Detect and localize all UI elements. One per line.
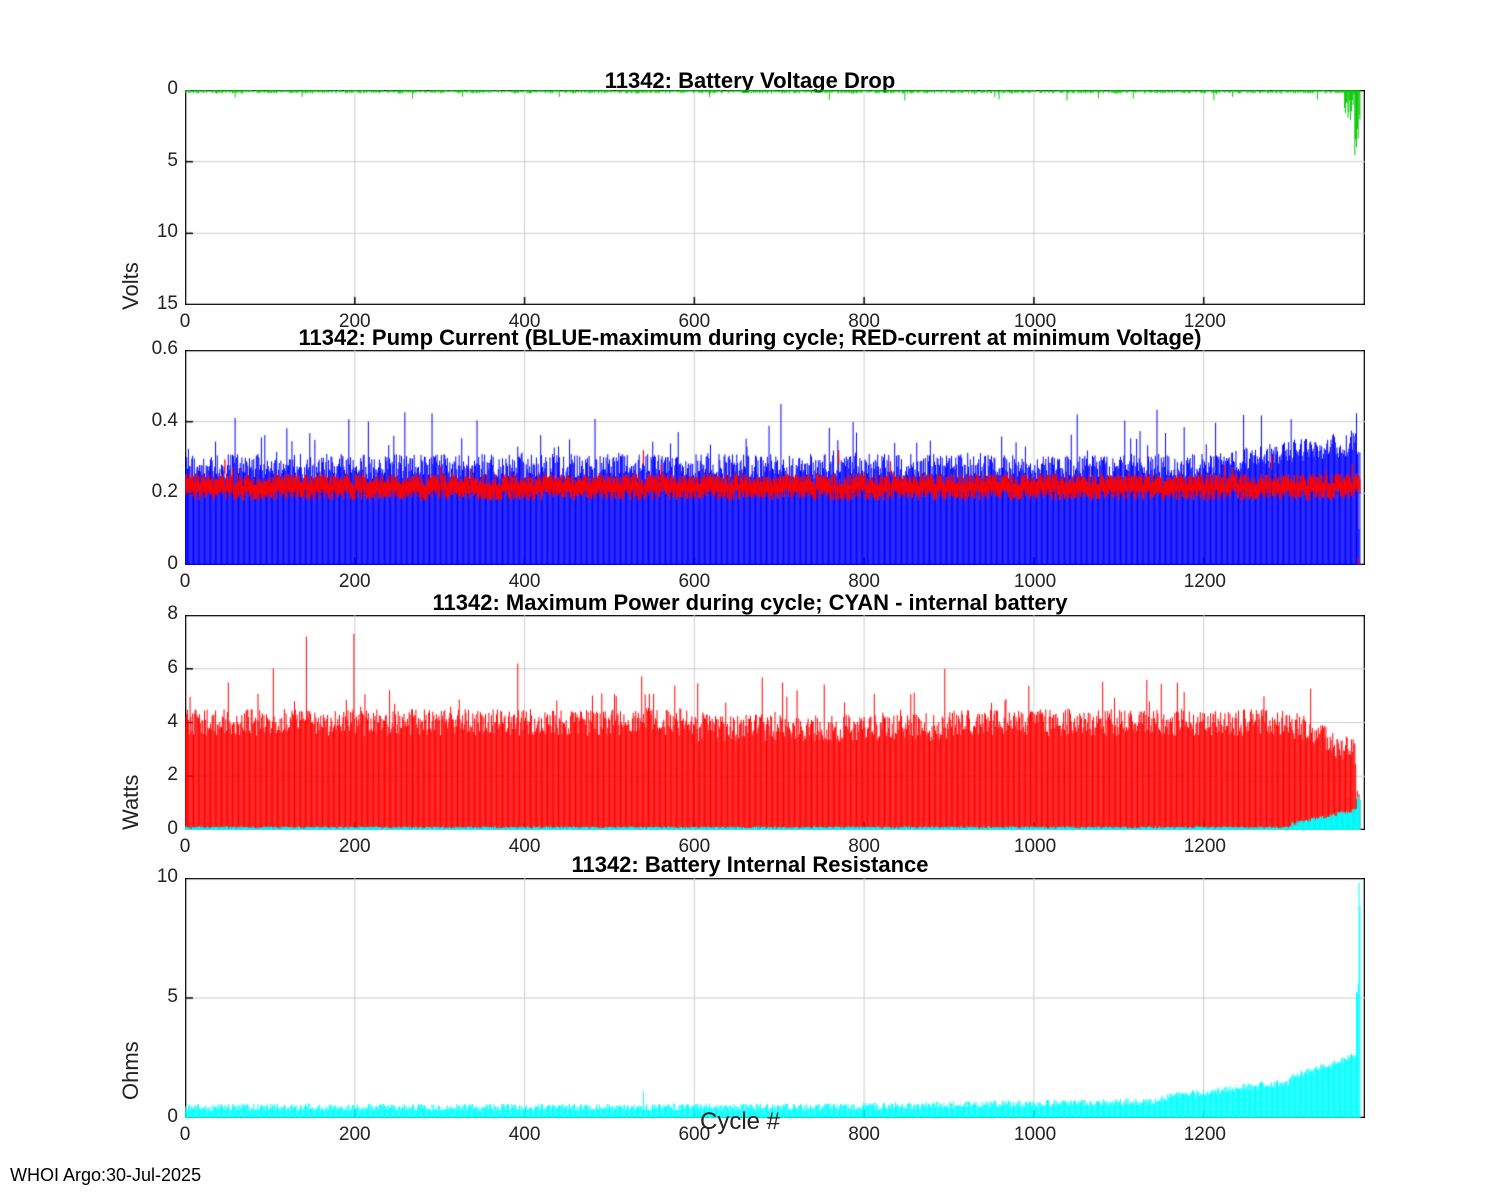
ytick-label: 0.6: [140, 338, 178, 360]
xtick-label: 1000: [1014, 1124, 1054, 1146]
xtick-label: 600: [674, 571, 714, 593]
ytick-label: 4: [140, 711, 178, 733]
xtick-label: 800: [844, 311, 884, 333]
ytick-label: 0: [140, 78, 178, 100]
ytick-label: 10: [140, 221, 178, 243]
panel3-title: 11342: Maximum Power during cycle; CYAN …: [0, 590, 1500, 616]
xtick-label: 0: [165, 571, 205, 593]
ytick-label: 2: [140, 764, 178, 786]
xtick-label: 200: [335, 1124, 375, 1146]
xtick-label: 0: [165, 836, 205, 858]
xtick-label: 0: [165, 1124, 205, 1146]
ytick-label: 0.4: [140, 410, 178, 432]
xtick-label: 600: [674, 1124, 714, 1146]
xtick-label: 400: [505, 1124, 545, 1146]
xtick-label: 1000: [1014, 571, 1054, 593]
ytick-label: 10: [140, 866, 178, 888]
panel4-canvas: [185, 878, 1365, 1118]
panel4-ylabel: Ohms: [118, 920, 144, 1100]
ytick-label: 5: [140, 150, 178, 172]
xtick-label: 400: [505, 311, 545, 333]
xtick-label: 800: [844, 836, 884, 858]
xtick-label: 1200: [1184, 571, 1224, 593]
xtick-label: 0: [165, 311, 205, 333]
panel1-canvas: [185, 90, 1365, 305]
ytick-label: 6: [140, 657, 178, 679]
xtick-label: 600: [674, 836, 714, 858]
xtick-label: 1200: [1184, 311, 1224, 333]
panel4-title: 11342: Battery Internal Resistance: [0, 852, 1500, 878]
chart-page: 11342: Battery Voltage Drop Volts 11342:…: [0, 0, 1500, 1200]
ytick-label: 5: [140, 986, 178, 1008]
xtick-label: 200: [335, 836, 375, 858]
xtick-label: 800: [844, 571, 884, 593]
xtick-label: 1000: [1014, 836, 1054, 858]
xtick-label: 200: [335, 311, 375, 333]
xtick-label: 400: [505, 836, 545, 858]
xtick-label: 600: [674, 311, 714, 333]
xtick-label: 400: [505, 571, 545, 593]
ytick-label: 8: [140, 603, 178, 625]
xtick-label: 1000: [1014, 311, 1054, 333]
xtick-label: 1200: [1184, 836, 1224, 858]
xtick-label: 1200: [1184, 1124, 1224, 1146]
xtick-label: 200: [335, 571, 375, 593]
panel2-canvas: [185, 350, 1365, 565]
source-footer: WHOI Argo:30-Jul-2025: [10, 1165, 201, 1186]
ytick-label: 0.2: [140, 481, 178, 503]
panel3-canvas: [185, 615, 1365, 830]
panel2-title: 11342: Pump Current (BLUE-maximum during…: [0, 325, 1500, 351]
xtick-label: 800: [844, 1124, 884, 1146]
